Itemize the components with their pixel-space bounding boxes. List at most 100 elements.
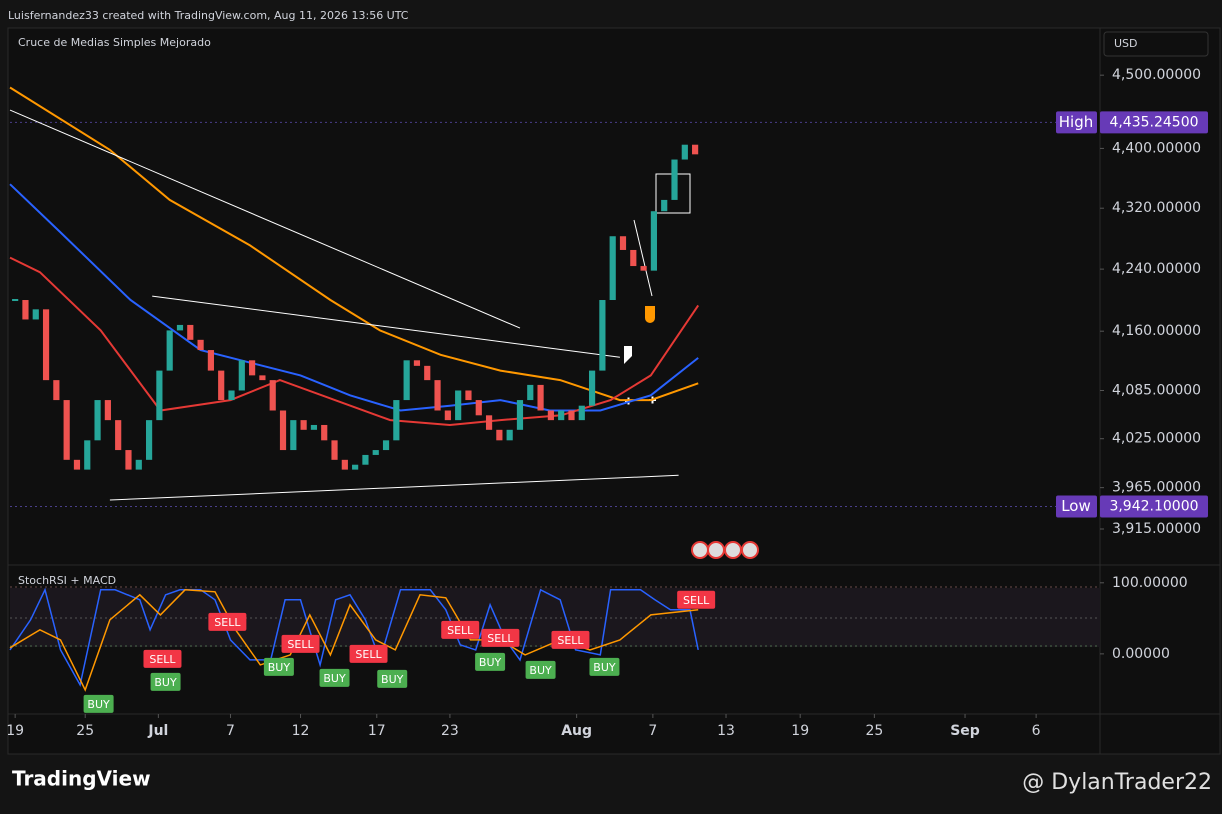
candle	[290, 420, 297, 451]
moving-average	[9, 86, 699, 402]
currency: USD	[1114, 37, 1138, 50]
candle	[537, 384, 544, 411]
signal-box	[349, 644, 388, 663]
candle	[393, 400, 400, 441]
candle	[84, 440, 91, 470]
candle	[506, 429, 513, 441]
y-tick-label: 3,965.00000	[1112, 480, 1201, 496]
x-tick-label: 7	[226, 723, 235, 739]
signal-label: BUY	[154, 676, 177, 689]
signal-label: SELL	[487, 632, 514, 645]
brand: TradingView	[12, 767, 151, 791]
candle	[269, 380, 276, 411]
signal-label: BUY	[323, 672, 346, 685]
signal-label: SELL	[355, 648, 382, 661]
trendline	[109, 474, 679, 501]
x-tick-label: 6	[1032, 723, 1041, 739]
x-tick-label: 13	[717, 723, 735, 739]
candle	[609, 236, 616, 301]
pane-title: StochRSI + MACD	[18, 574, 116, 587]
signal-box	[481, 628, 520, 647]
signal-box	[677, 590, 716, 609]
y-tick-label: 4,160.00000	[1112, 323, 1201, 339]
candle	[681, 144, 688, 160]
moving-average	[9, 256, 700, 427]
signal-box	[83, 694, 114, 713]
x-tick-label: Jul	[147, 723, 168, 739]
candle	[630, 249, 637, 267]
candle	[321, 424, 328, 441]
signal-box	[143, 649, 182, 668]
candle	[197, 339, 204, 351]
x-tick-label: 12	[292, 723, 310, 739]
signal-box	[281, 634, 320, 653]
candle	[352, 464, 359, 470]
candle	[434, 380, 441, 411]
candle	[207, 350, 214, 371]
y-tick-label: 4,240.00000	[1112, 261, 1201, 277]
candle	[578, 405, 585, 421]
signal-box	[377, 669, 408, 688]
x-tick-label: 19	[6, 723, 24, 739]
moving-average	[9, 183, 699, 412]
candle	[671, 159, 678, 200]
candle	[300, 420, 307, 430]
signal-label: BUY	[479, 656, 502, 669]
y-tick-label: 4,025.00000	[1112, 431, 1201, 447]
x-tick-label: Aug	[561, 723, 592, 739]
candle	[331, 440, 338, 460]
candle	[692, 144, 699, 155]
candle	[640, 266, 647, 271]
x-tick-label: 25	[76, 723, 94, 739]
y-tick-label: 100.00000	[1112, 575, 1188, 591]
candle	[619, 236, 627, 250]
candle	[455, 390, 462, 421]
high-name-box	[1056, 111, 1097, 134]
high-name: High	[1059, 113, 1093, 131]
candle	[135, 459, 142, 470]
candle	[516, 400, 524, 430]
author: @ DylanTrader22	[1022, 770, 1212, 795]
currency-box[interactable]	[1103, 31, 1209, 57]
signal-label: SELL	[447, 624, 474, 637]
y-tick-label: 4,085.00000	[1112, 382, 1201, 398]
candle	[125, 450, 132, 470]
header-credit: Luisfernandez33 created with TradingView…	[8, 9, 409, 22]
signal-label: BUY	[593, 661, 616, 674]
candle	[104, 400, 111, 421]
signal-box	[589, 657, 620, 676]
signal-label: SELL	[683, 594, 710, 607]
x-tick-label: 7	[648, 723, 657, 739]
low-value-box	[1100, 495, 1208, 518]
y-tick-label: 4,500.00000	[1112, 67, 1201, 83]
signal-box	[319, 668, 350, 687]
signal-label: BUY	[268, 661, 291, 674]
candle	[228, 390, 235, 401]
candle	[424, 365, 431, 381]
candle	[94, 400, 101, 441]
y-tick-label: 3,915.00000	[1112, 521, 1201, 537]
y-tick-label: 4,400.00000	[1112, 140, 1201, 156]
candle	[341, 459, 348, 470]
signal-box	[263, 657, 294, 676]
signal-label: BUY	[381, 673, 404, 686]
candle	[53, 380, 60, 401]
signal-label: SELL	[214, 616, 241, 629]
x-tick-label: 25	[865, 723, 883, 739]
candle	[12, 299, 19, 302]
candle	[22, 300, 29, 320]
candle	[547, 410, 554, 421]
candle	[568, 410, 575, 421]
candle	[187, 324, 194, 340]
candle	[599, 300, 606, 371]
candle	[218, 370, 225, 401]
signal-label: SELL	[149, 653, 176, 666]
candle	[588, 370, 596, 406]
candle	[310, 424, 318, 430]
candle	[176, 324, 184, 331]
trendline	[9, 109, 521, 329]
y-tick-label: 4,320.00000	[1112, 200, 1201, 216]
candle	[249, 360, 256, 376]
